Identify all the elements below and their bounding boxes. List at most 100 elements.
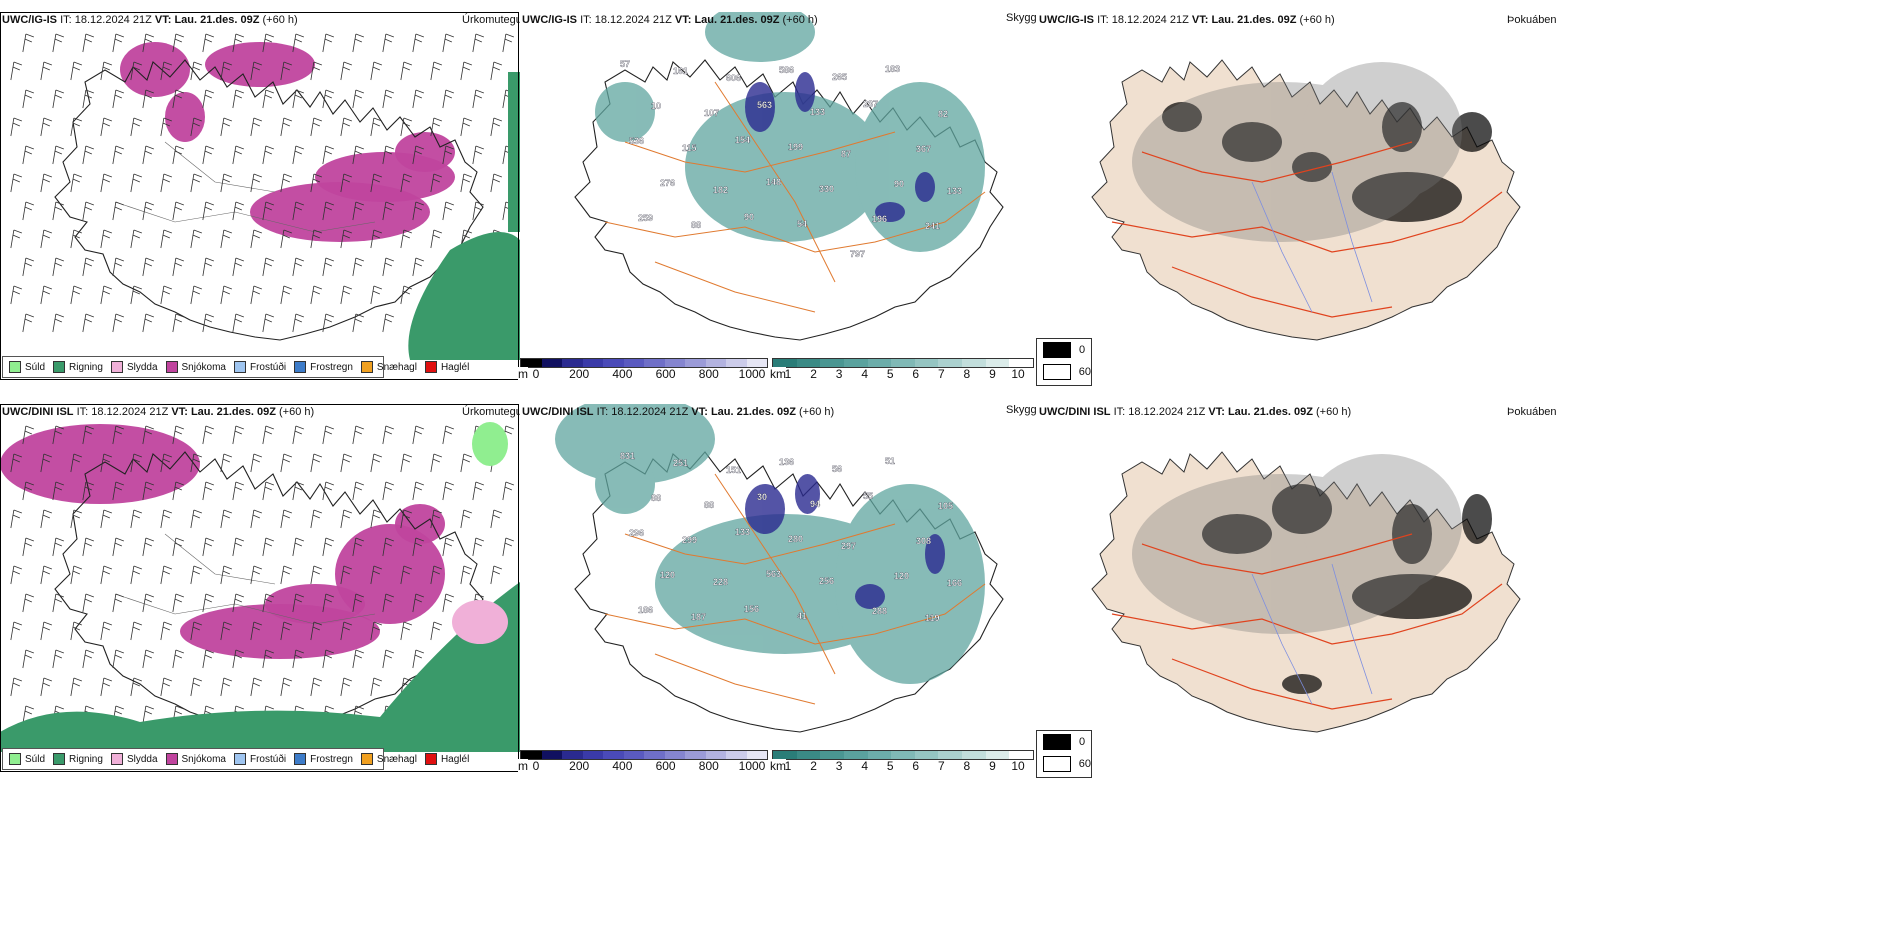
- iceland-map: [555, 404, 1004, 733]
- fog-legend-bottom: 0 60: [1036, 730, 1092, 778]
- cloud-base-label: 280: [788, 534, 803, 544]
- cloud-base-label: 119: [925, 613, 940, 623]
- cloud-base-label: 259: [638, 213, 653, 223]
- cloud-base-label: 156: [744, 604, 759, 614]
- colorbar-tick: 1000: [738, 367, 766, 381]
- rain-areas: [408, 72, 520, 360]
- iceland-map: [54, 42, 484, 341]
- colorbar-tick: 2: [810, 367, 817, 381]
- panel-title: Þokuábendi: [1507, 406, 1557, 418]
- cloud-base-label: 228: [713, 577, 728, 587]
- colorbar-tick: 4: [861, 367, 868, 381]
- cloud-base-label: 87: [841, 149, 851, 159]
- precip-type-panel-bottom: UWC/DINI ISL IT: 18.12.2024 21Z VT: Lau.…: [0, 404, 520, 772]
- cloud-base-label: 606: [726, 73, 741, 83]
- legend-item: Snæhagl: [360, 753, 417, 765]
- legend-item: Frostúði: [233, 361, 286, 373]
- colorbar-tick: 10: [1011, 367, 1025, 381]
- cloud-base-label: 133: [810, 107, 825, 117]
- low-cloud-base-areas: [745, 474, 945, 609]
- low-visibility-areas: [555, 404, 985, 684]
- road-network: [604, 473, 986, 705]
- cloud-base-label: 251: [673, 458, 688, 468]
- legend-label: Slydda: [126, 361, 158, 373]
- colorbar-tick: 5: [886, 759, 894, 773]
- map-canvas: 57 161 606 586 265 183 82 10 107 563 133 237 367 536 1…: [574, 12, 1004, 341]
- cloudbase-colorbar-top: m 0 200 400 600 800 1000: [518, 358, 768, 381]
- legend-item: Rigning: [53, 753, 103, 765]
- colorbar-tick: 800: [698, 367, 719, 381]
- rivers: [1251, 563, 1373, 705]
- fog-legend-swatch: [1043, 342, 1071, 358]
- cloud-base-label: 296: [629, 528, 644, 538]
- cloud-base-label: 120: [660, 570, 675, 580]
- fog-legend-value: 0: [1079, 736, 1086, 748]
- legend-swatch: [294, 361, 307, 373]
- fog-legend-swatch: [1043, 734, 1071, 750]
- colorbar-tick: 4: [861, 759, 868, 773]
- colorbar-unit: km: [770, 367, 786, 381]
- colorbar-tick: 0: [532, 759, 540, 773]
- legend-label: Haglél: [440, 753, 470, 765]
- legend-label: Frostregn: [310, 361, 353, 373]
- legend-swatch: [110, 361, 123, 373]
- colorbar-tick: 0: [532, 367, 540, 381]
- colorbar-tick: 1000: [738, 759, 766, 773]
- legend-swatch: [360, 361, 373, 373]
- cloud-base-label: 82: [938, 109, 948, 119]
- cloud-base-label: 30: [757, 492, 767, 502]
- colorbar-tick: 7: [937, 759, 945, 773]
- legend-swatch: [233, 753, 246, 765]
- precip-type-panel-top: UWC/IG-IS IT: 18.12.2024 21Z VT: Lau. 21…: [0, 12, 520, 380]
- precip-legend-bottom: Súld Rigning Slydda Snjókoma Frostúði Frostre…: [2, 748, 469, 770]
- colorbar-tick: 8: [963, 367, 971, 381]
- cloud-base-label: 41: [797, 611, 807, 621]
- legend-label: Haglél: [440, 361, 470, 373]
- colorbar-tick: 2: [810, 759, 817, 773]
- colorbar-tick: 400: [612, 759, 633, 773]
- cloud-base-label: 105: [938, 501, 953, 511]
- cloud-base-label: 88: [691, 220, 701, 230]
- fog-legend-swatch: [1043, 756, 1071, 772]
- fog-legend-row: 60: [1037, 753, 1091, 775]
- cloud-base-label: 256: [819, 576, 834, 586]
- low-cloud-base-areas: [745, 72, 935, 222]
- cloud-base-label: 55: [863, 491, 873, 501]
- fog-legend-value: 60: [1078, 366, 1091, 378]
- cloudbase-colorbar-bottom: m 0 200 400 600 800 1000: [518, 750, 768, 773]
- fog-legend-top: 0 60: [1036, 338, 1092, 386]
- fog-legend-value: 60: [1078, 758, 1091, 770]
- fog-legend-row: 0: [1037, 339, 1091, 361]
- legend-label: Súld: [25, 753, 46, 765]
- legend-swatch: [53, 753, 66, 765]
- colorbar-tick: 200: [569, 367, 590, 381]
- legend-swatch: [110, 753, 123, 765]
- legend-item: Frostúði: [233, 753, 286, 765]
- legend-item: Súld: [9, 753, 45, 765]
- legend-swatch: [165, 361, 178, 373]
- cloud-base-label: 182: [713, 185, 728, 195]
- panel-header: UWC/IG-IS IT: 18.12.2024 21Z VT: Lau. 21…: [1039, 14, 1335, 26]
- cloud-base-label: 563: [766, 569, 781, 579]
- panel-header: UWC/IG-IS IT: 18.12.2024 21Z VT: Lau. 21…: [2, 14, 298, 26]
- rain-areas: [0, 582, 520, 752]
- colorbar-tick: 800: [698, 759, 719, 773]
- cloud-base-panel-top: 57 161 606 586 265 183 82 10 107 563 133 237 367 536 1…: [520, 12, 1037, 380]
- legend-item: Súld: [9, 361, 45, 373]
- cloud-base-label: 265: [832, 72, 847, 82]
- colorbar-tick: 3: [835, 367, 843, 381]
- legend-swatch: [424, 753, 437, 765]
- colorbar-tick: 10: [1011, 759, 1025, 773]
- legend-item: Rigning: [53, 361, 103, 373]
- road-network: [1111, 141, 1503, 318]
- cloud-base-label: 120: [894, 571, 909, 581]
- map-canvas: 831 251 151 136 56 51 105 88 88 30 94 55 308 296 299 13…: [555, 404, 1004, 733]
- cloud-base-label: 54: [797, 219, 807, 229]
- cloud-base-label: 199: [788, 142, 803, 152]
- legend-label: Rigning: [69, 753, 103, 765]
- legend-item: Haglél: [424, 361, 470, 373]
- map-canvas: [0, 422, 520, 752]
- legend-label: Súld: [25, 361, 46, 373]
- cloud-base-label: 94: [810, 499, 820, 509]
- iceland-map: [1091, 451, 1521, 733]
